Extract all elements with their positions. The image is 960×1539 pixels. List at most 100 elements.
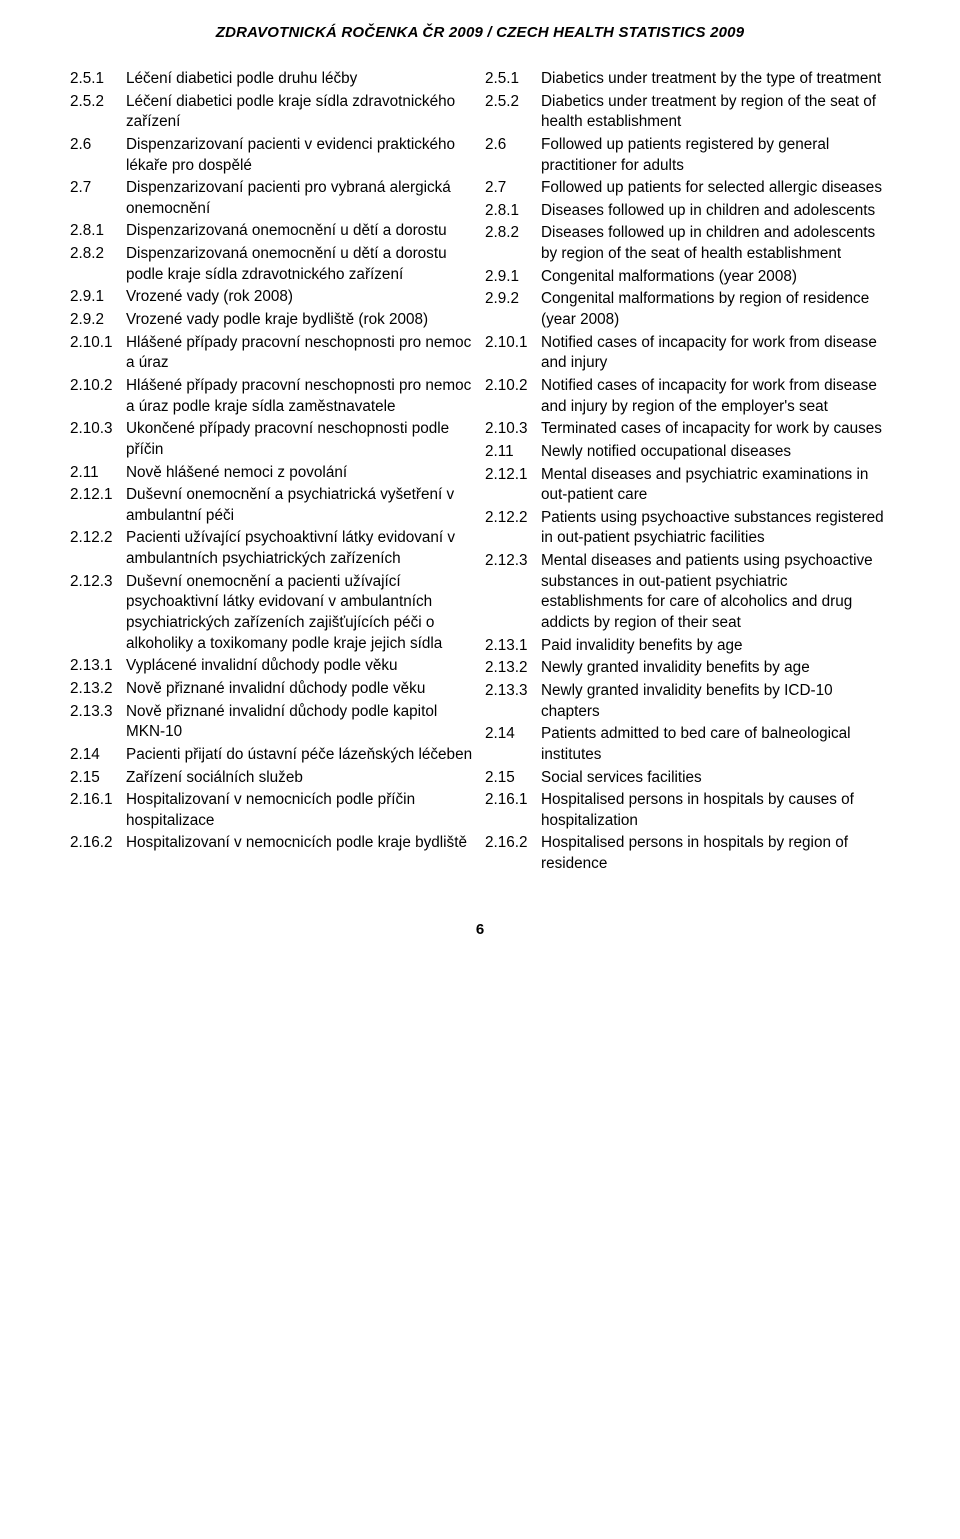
toc-item: 2.9.1Vrozené vady (rok 2008) — [70, 287, 475, 308]
toc-item: 2.10.1Hlášené případy pracovní neschopno… — [70, 333, 475, 374]
toc-item-text: Nově přiznané invalidní důchody podle ka… — [126, 702, 475, 743]
toc-item-text: Vyplácené invalidní důchody podle věku — [126, 656, 475, 677]
toc-item: 2.10.3Terminated cases of incapacity for… — [485, 419, 890, 440]
toc-item: 2.13.1Paid invalidity benefits by age — [485, 636, 890, 657]
toc-item-number: 2.6 — [485, 135, 541, 176]
toc-item-text: Dispenzarizovaná onemocnění u dětí a dor… — [126, 244, 475, 285]
toc-item: 2.12.1Duševní onemocnění a psychiatrická… — [70, 485, 475, 526]
toc-item-text: Hlášené případy pracovní neschopnosti pr… — [126, 333, 475, 374]
toc-item: 2.13.1Vyplácené invalidní důchody podle … — [70, 656, 475, 677]
columns: 2.5.1Léčení diabetici podle druhu léčby2… — [70, 69, 890, 877]
toc-item: 2.16.2Hospitalised persons in hospitals … — [485, 833, 890, 874]
toc-item: 2.13.3Nově přiznané invalidní důchody po… — [70, 702, 475, 743]
toc-item: 2.8.1Dispenzarizovaná onemocnění u dětí … — [70, 221, 475, 242]
toc-item-number: 2.12.2 — [485, 508, 541, 549]
toc-item: 2.12.2Patients using psychoactive substa… — [485, 508, 890, 549]
toc-item-text: Diseases followed up in children and ado… — [541, 223, 890, 264]
toc-item-text: Hospitalised persons in hospitals by reg… — [541, 833, 890, 874]
toc-item: 2.15Zařízení sociálních služeb — [70, 768, 475, 789]
toc-item-number: 2.10.1 — [485, 333, 541, 374]
toc-item-number: 2.13.3 — [485, 681, 541, 722]
toc-item-number: 2.9.2 — [485, 289, 541, 330]
toc-item-text: Followed up patients registered by gener… — [541, 135, 890, 176]
toc-item-text: Social services facilities — [541, 768, 890, 789]
toc-item: 2.8.2Dispenzarizovaná onemocnění u dětí … — [70, 244, 475, 285]
toc-item-number: 2.5.1 — [485, 69, 541, 90]
page-number: 6 — [70, 921, 890, 938]
toc-item-text: Paid invalidity benefits by age — [541, 636, 890, 657]
toc-item-text: Hospitalizovaní v nemocnicích podle kraj… — [126, 833, 475, 854]
toc-item: 2.14Patients admitted to bed care of bal… — [485, 724, 890, 765]
toc-item: 2.12.2Pacienti užívající psychoaktivní l… — [70, 528, 475, 569]
toc-item-number: 2.12.1 — [485, 465, 541, 506]
toc-item-text: Mental diseases and patients using psych… — [541, 551, 890, 634]
toc-item-text: Duševní onemocnění a pacienti užívající … — [126, 572, 475, 655]
toc-item-number: 2.9.2 — [70, 310, 126, 331]
toc-item-text: Newly granted invalidity benefits by age — [541, 658, 890, 679]
toc-item: 2.12.3Mental diseases and patients using… — [485, 551, 890, 634]
toc-item-number: 2.15 — [485, 768, 541, 789]
toc-item: 2.8.1Diseases followed up in children an… — [485, 201, 890, 222]
toc-item-number: 2.8.1 — [70, 221, 126, 242]
toc-item: 2.12.1Mental diseases and psychiatric ex… — [485, 465, 890, 506]
toc-item: 2.5.2Diabetics under treatment by region… — [485, 92, 890, 133]
toc-item: 2.5.2Léčení diabetici podle kraje sídla … — [70, 92, 475, 133]
toc-item: 2.16.2Hospitalizovaní v nemocnicích podl… — [70, 833, 475, 854]
toc-item-number: 2.10.3 — [70, 419, 126, 460]
toc-item-number: 2.10.1 — [70, 333, 126, 374]
toc-item-text: Vrozené vady (rok 2008) — [126, 287, 475, 308]
toc-item: 2.10.3Ukončené případy pracovní neschopn… — [70, 419, 475, 460]
toc-item: 2.11Newly notified occupational diseases — [485, 442, 890, 463]
toc-item-text: Hospitalised persons in hospitals by cau… — [541, 790, 890, 831]
toc-item-text: Diabetics under treatment by region of t… — [541, 92, 890, 133]
toc-item: 2.6Dispenzarizovaní pacienti v evidenci … — [70, 135, 475, 176]
toc-item-number: 2.13.2 — [485, 658, 541, 679]
toc-item: 2.5.1Diabetics under treatment by the ty… — [485, 69, 890, 90]
toc-item-number: 2.9.1 — [485, 267, 541, 288]
toc-item-text: Nově přiznané invalidní důchody podle vě… — [126, 679, 475, 700]
toc-item: 2.9.2Vrozené vady podle kraje bydliště (… — [70, 310, 475, 331]
toc-item-number: 2.14 — [70, 745, 126, 766]
page: ZDRAVOTNICKÁ ROČENKA ČR 2009 / CZECH HEA… — [0, 0, 960, 988]
toc-item-number: 2.7 — [70, 178, 126, 219]
toc-item-text: Diseases followed up in children and ado… — [541, 201, 890, 222]
toc-item: 2.13.2Nově přiznané invalidní důchody po… — [70, 679, 475, 700]
toc-item-number: 2.9.1 — [70, 287, 126, 308]
toc-item-text: Dispenzarizovaná onemocnění u dětí a dor… — [126, 221, 475, 242]
toc-item: 2.6Followed up patients registered by ge… — [485, 135, 890, 176]
toc-item-number: 2.10.2 — [485, 376, 541, 417]
toc-item-text: Dispenzarizovaní pacienti v evidenci pra… — [126, 135, 475, 176]
toc-item-number: 2.5.2 — [70, 92, 126, 133]
toc-item-number: 2.12.1 — [70, 485, 126, 526]
toc-item-number: 2.8.2 — [70, 244, 126, 285]
toc-item-text: Terminated cases of incapacity for work … — [541, 419, 890, 440]
toc-item-text: Hlášené případy pracovní neschopnosti pr… — [126, 376, 475, 417]
toc-item-text: Congenital malformations by region of re… — [541, 289, 890, 330]
column-right: 2.5.1Diabetics under treatment by the ty… — [485, 69, 890, 877]
toc-item-text: Diabetics under treatment by the type of… — [541, 69, 890, 90]
toc-item-text: Patients using psychoactive substances r… — [541, 508, 890, 549]
toc-item-number: 2.15 — [70, 768, 126, 789]
toc-item-text: Dispenzarizovaní pacienti pro vybraná al… — [126, 178, 475, 219]
toc-item-text: Newly granted invalidity benefits by ICD… — [541, 681, 890, 722]
toc-item-text: Notified cases of incapacity for work fr… — [541, 333, 890, 374]
toc-item-number: 2.16.2 — [485, 833, 541, 874]
toc-item: 2.13.3Newly granted invalidity benefits … — [485, 681, 890, 722]
toc-item: 2.8.2Diseases followed up in children an… — [485, 223, 890, 264]
toc-item-text: Ukončené případy pracovní neschopnosti p… — [126, 419, 475, 460]
toc-item: 2.16.1Hospitalised persons in hospitals … — [485, 790, 890, 831]
toc-item-number: 2.14 — [485, 724, 541, 765]
toc-item-number: 2.13.1 — [485, 636, 541, 657]
toc-item-number: 2.12.2 — [70, 528, 126, 569]
toc-item-text: Vrozené vady podle kraje bydliště (rok 2… — [126, 310, 475, 331]
toc-item-number: 2.10.3 — [485, 419, 541, 440]
toc-item-text: Nově hlášené nemoci z povolání — [126, 463, 475, 484]
toc-item-number: 2.16.1 — [70, 790, 126, 831]
toc-item-number: 2.12.3 — [70, 572, 126, 655]
toc-item: 2.9.1Congenital malformations (year 2008… — [485, 267, 890, 288]
toc-item: 2.10.2Hlášené případy pracovní neschopno… — [70, 376, 475, 417]
toc-item-text: Pacienti přijatí do ústavní péče lázeňsk… — [126, 745, 475, 766]
toc-item-number: 2.11 — [485, 442, 541, 463]
toc-item-text: Zařízení sociálních služeb — [126, 768, 475, 789]
toc-item-number: 2.7 — [485, 178, 541, 199]
